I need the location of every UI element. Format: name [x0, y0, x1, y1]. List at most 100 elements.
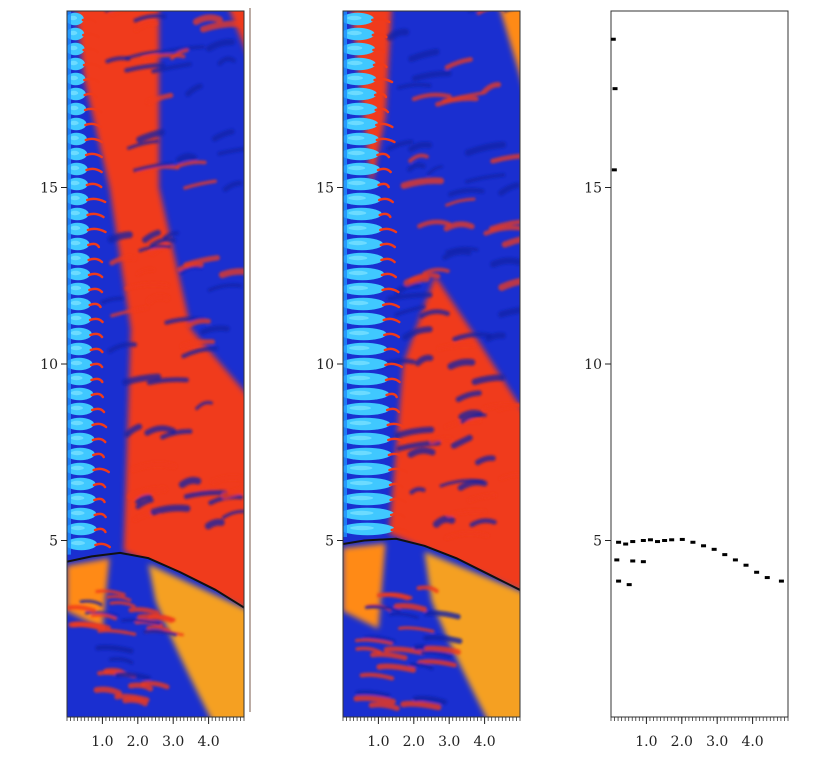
panel-middle-streak: [476, 11, 488, 16]
panel-left-cyan-tip: [84, 137, 104, 144]
panel-middle-red-body: [352, 11, 520, 591]
panel-left-y-tick-label: 10: [40, 357, 58, 373]
panel-middle-streak: [471, 374, 506, 385]
panel-middle-streak: [445, 531, 489, 540]
panel-left-cyan-highlight: [69, 90, 79, 96]
panel-middle-streak: [386, 139, 414, 152]
panel-left-streak: [178, 476, 202, 489]
panel-middle-streak: [450, 434, 473, 449]
panel-middle-streak: [429, 436, 453, 444]
panel-middle-cyan-tip: [383, 332, 401, 339]
panel-left-cyan-tip: [89, 332, 104, 339]
panel-middle-cyan-tip: [381, 287, 400, 294]
scatter-point: [679, 537, 685, 541]
panel-left-layers: [67, 11, 244, 717]
panel-middle-lower-streak: [355, 646, 382, 654]
panel-middle-axes: 1.0 2.0 3.0 4.0 5 10 15: [316, 181, 521, 750]
panel-left-cyan-highlight: [70, 270, 81, 276]
scatter-point: [701, 544, 707, 548]
panel-right-x-tick-label: 4.0: [741, 734, 763, 750]
panel-middle-cyan-highlight: [349, 375, 371, 381]
panel-left-streak: [127, 486, 168, 500]
panel-middle-lower-streak: [353, 695, 396, 705]
scatter-point: [616, 540, 622, 544]
panel-middle-streak: [432, 515, 456, 528]
panel-left-cyan-highlight: [71, 525, 85, 531]
panel-middle-cyan-highlight: [348, 270, 368, 276]
panel-middle-y-tick-label: 15: [316, 181, 334, 197]
panel-left-streak: [136, 268, 155, 276]
panel-middle-cyan-highlight: [348, 180, 366, 186]
panel-middle-streak: [498, 277, 520, 291]
panel-middle-cyan-highlight: [347, 135, 365, 141]
panel-middle-lower-streak: [359, 672, 395, 681]
panel-left-streak: [221, 486, 244, 500]
panel-left-cyan-tip: [83, 107, 103, 114]
panel-middle-streak: [464, 141, 507, 156]
panel-middle-streak: [497, 403, 520, 412]
panel-middle-cyan-highlight: [347, 90, 364, 96]
panel-middle: 1.0 2.0 3.0 4.0 5 10 15: [316, 10, 521, 750]
panel-left-cyan-edge: [67, 11, 71, 555]
panel-left-cyan-highlight: [70, 390, 83, 396]
panel-middle-streak: [503, 11, 511, 13]
panel-middle-streak: [442, 249, 472, 261]
panel-middle-streak: [452, 332, 492, 342]
panel-middle-cyan-tip: [376, 152, 391, 159]
panel-middle-streak: [444, 57, 473, 70]
panel-left-front-line: [67, 551, 244, 609]
panel-left-streaks: [100, 11, 244, 530]
panel-left-axes: 1.0 2.0 3.0 4.0 5 10 15: [40, 181, 245, 750]
panel-left-cyan-tip: [93, 512, 107, 519]
panel-left-cyan-tip: [92, 482, 107, 489]
panel-left-cyan-highlight: [70, 345, 83, 351]
panel-left-streak: [207, 283, 243, 293]
panel-middle-cyan-tip: [387, 437, 407, 444]
panel-middle-cyan-highlight: [347, 15, 362, 21]
panel-middle-streak: [397, 82, 432, 90]
panel-middle-cyan-tip: [374, 107, 390, 114]
panel-middle-x-tick-label: 2.0: [403, 734, 425, 750]
panel-left-lower-streak: [121, 618, 161, 626]
panel-middle-streak: [498, 182, 520, 196]
panel-middle-x-tick-label: 4.0: [473, 734, 495, 750]
panel-left-streak: [107, 342, 138, 354]
panel-middle-cyan-highlight: [348, 285, 369, 291]
panel-left-lower-streak: [147, 614, 176, 622]
panel-left-streak: [217, 56, 236, 66]
panel-left-cyan-highlight: [70, 315, 82, 321]
panel-middle-streak: [489, 219, 520, 231]
panel-right-frame: [610, 10, 789, 718]
panel-middle-lower-streaks: [353, 585, 463, 711]
panel-left-streak: [180, 339, 216, 349]
panel-middle-streak: [485, 332, 506, 342]
panel-middle-streak: [426, 165, 444, 176]
panel-left-streak: [200, 20, 244, 33]
scatter-point: [612, 87, 618, 91]
panel-middle-cyan-tip: [376, 167, 392, 174]
scatter-point: [640, 560, 646, 564]
panel-middle-cyan-tip: [385, 392, 398, 399]
panel-left-streak: [185, 318, 212, 329]
panel-middle-red-region: [389, 275, 520, 591]
panel-left-streak: [138, 244, 171, 253]
panel-middle-cyan-highlight: [347, 105, 364, 111]
panel-left-streak: [160, 429, 193, 440]
panel-middle-streak: [402, 326, 433, 341]
panel-middle-cyan-tip: [388, 482, 404, 489]
panel-middle-lower-streak: [364, 605, 401, 613]
panel-right-x-tick-label: 2.0: [671, 734, 693, 750]
panel-middle-lower-streak: [383, 646, 426, 656]
panel-left-lower-streak: [143, 629, 178, 637]
panel-middle-x-tick-label: 3.0: [438, 734, 460, 750]
panel-left-cyan-highlight: [70, 420, 84, 426]
panel-left-cyan-tip: [84, 122, 103, 129]
panel-left-streak: [146, 377, 189, 386]
panel-middle-field: [343, 11, 520, 717]
panel-middle-cyan-highlight: [348, 330, 370, 336]
panel-middle-lower-streak: [355, 690, 391, 698]
panel-right-points: [610, 37, 784, 587]
panel-left-lower-streak: [84, 610, 119, 618]
panel-middle-cyan-highlight: [349, 420, 372, 426]
